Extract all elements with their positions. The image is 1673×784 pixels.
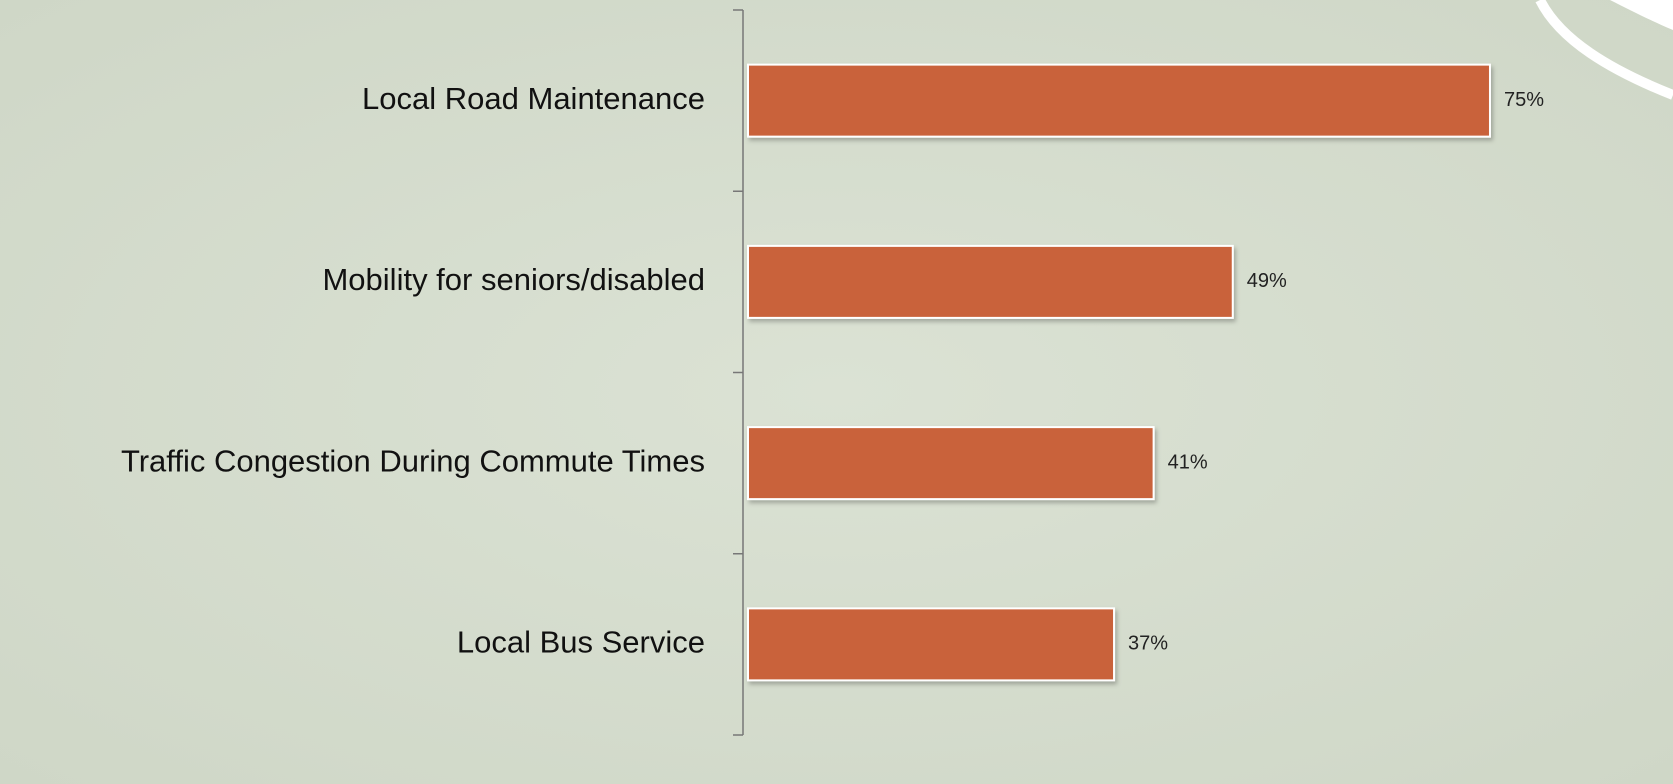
bar (747, 244, 1234, 319)
value-label: 49% (1247, 270, 1287, 292)
category-label: Local Bus Service (457, 625, 705, 660)
corner-decoration-curve (1535, 0, 1673, 100)
bar (747, 426, 1155, 501)
value-label: 41% (1168, 451, 1208, 473)
category-label: Traffic Congestion During Commute Times (121, 443, 705, 478)
category-label: Mobility for seniors/disabled (322, 262, 705, 297)
bar (747, 607, 1116, 682)
category-label: Local Road Maintenance (362, 81, 705, 116)
corner-decoration (1610, 0, 1673, 30)
bar (747, 63, 1491, 138)
value-label: 37% (1128, 633, 1168, 655)
value-label: 75% (1504, 89, 1544, 111)
